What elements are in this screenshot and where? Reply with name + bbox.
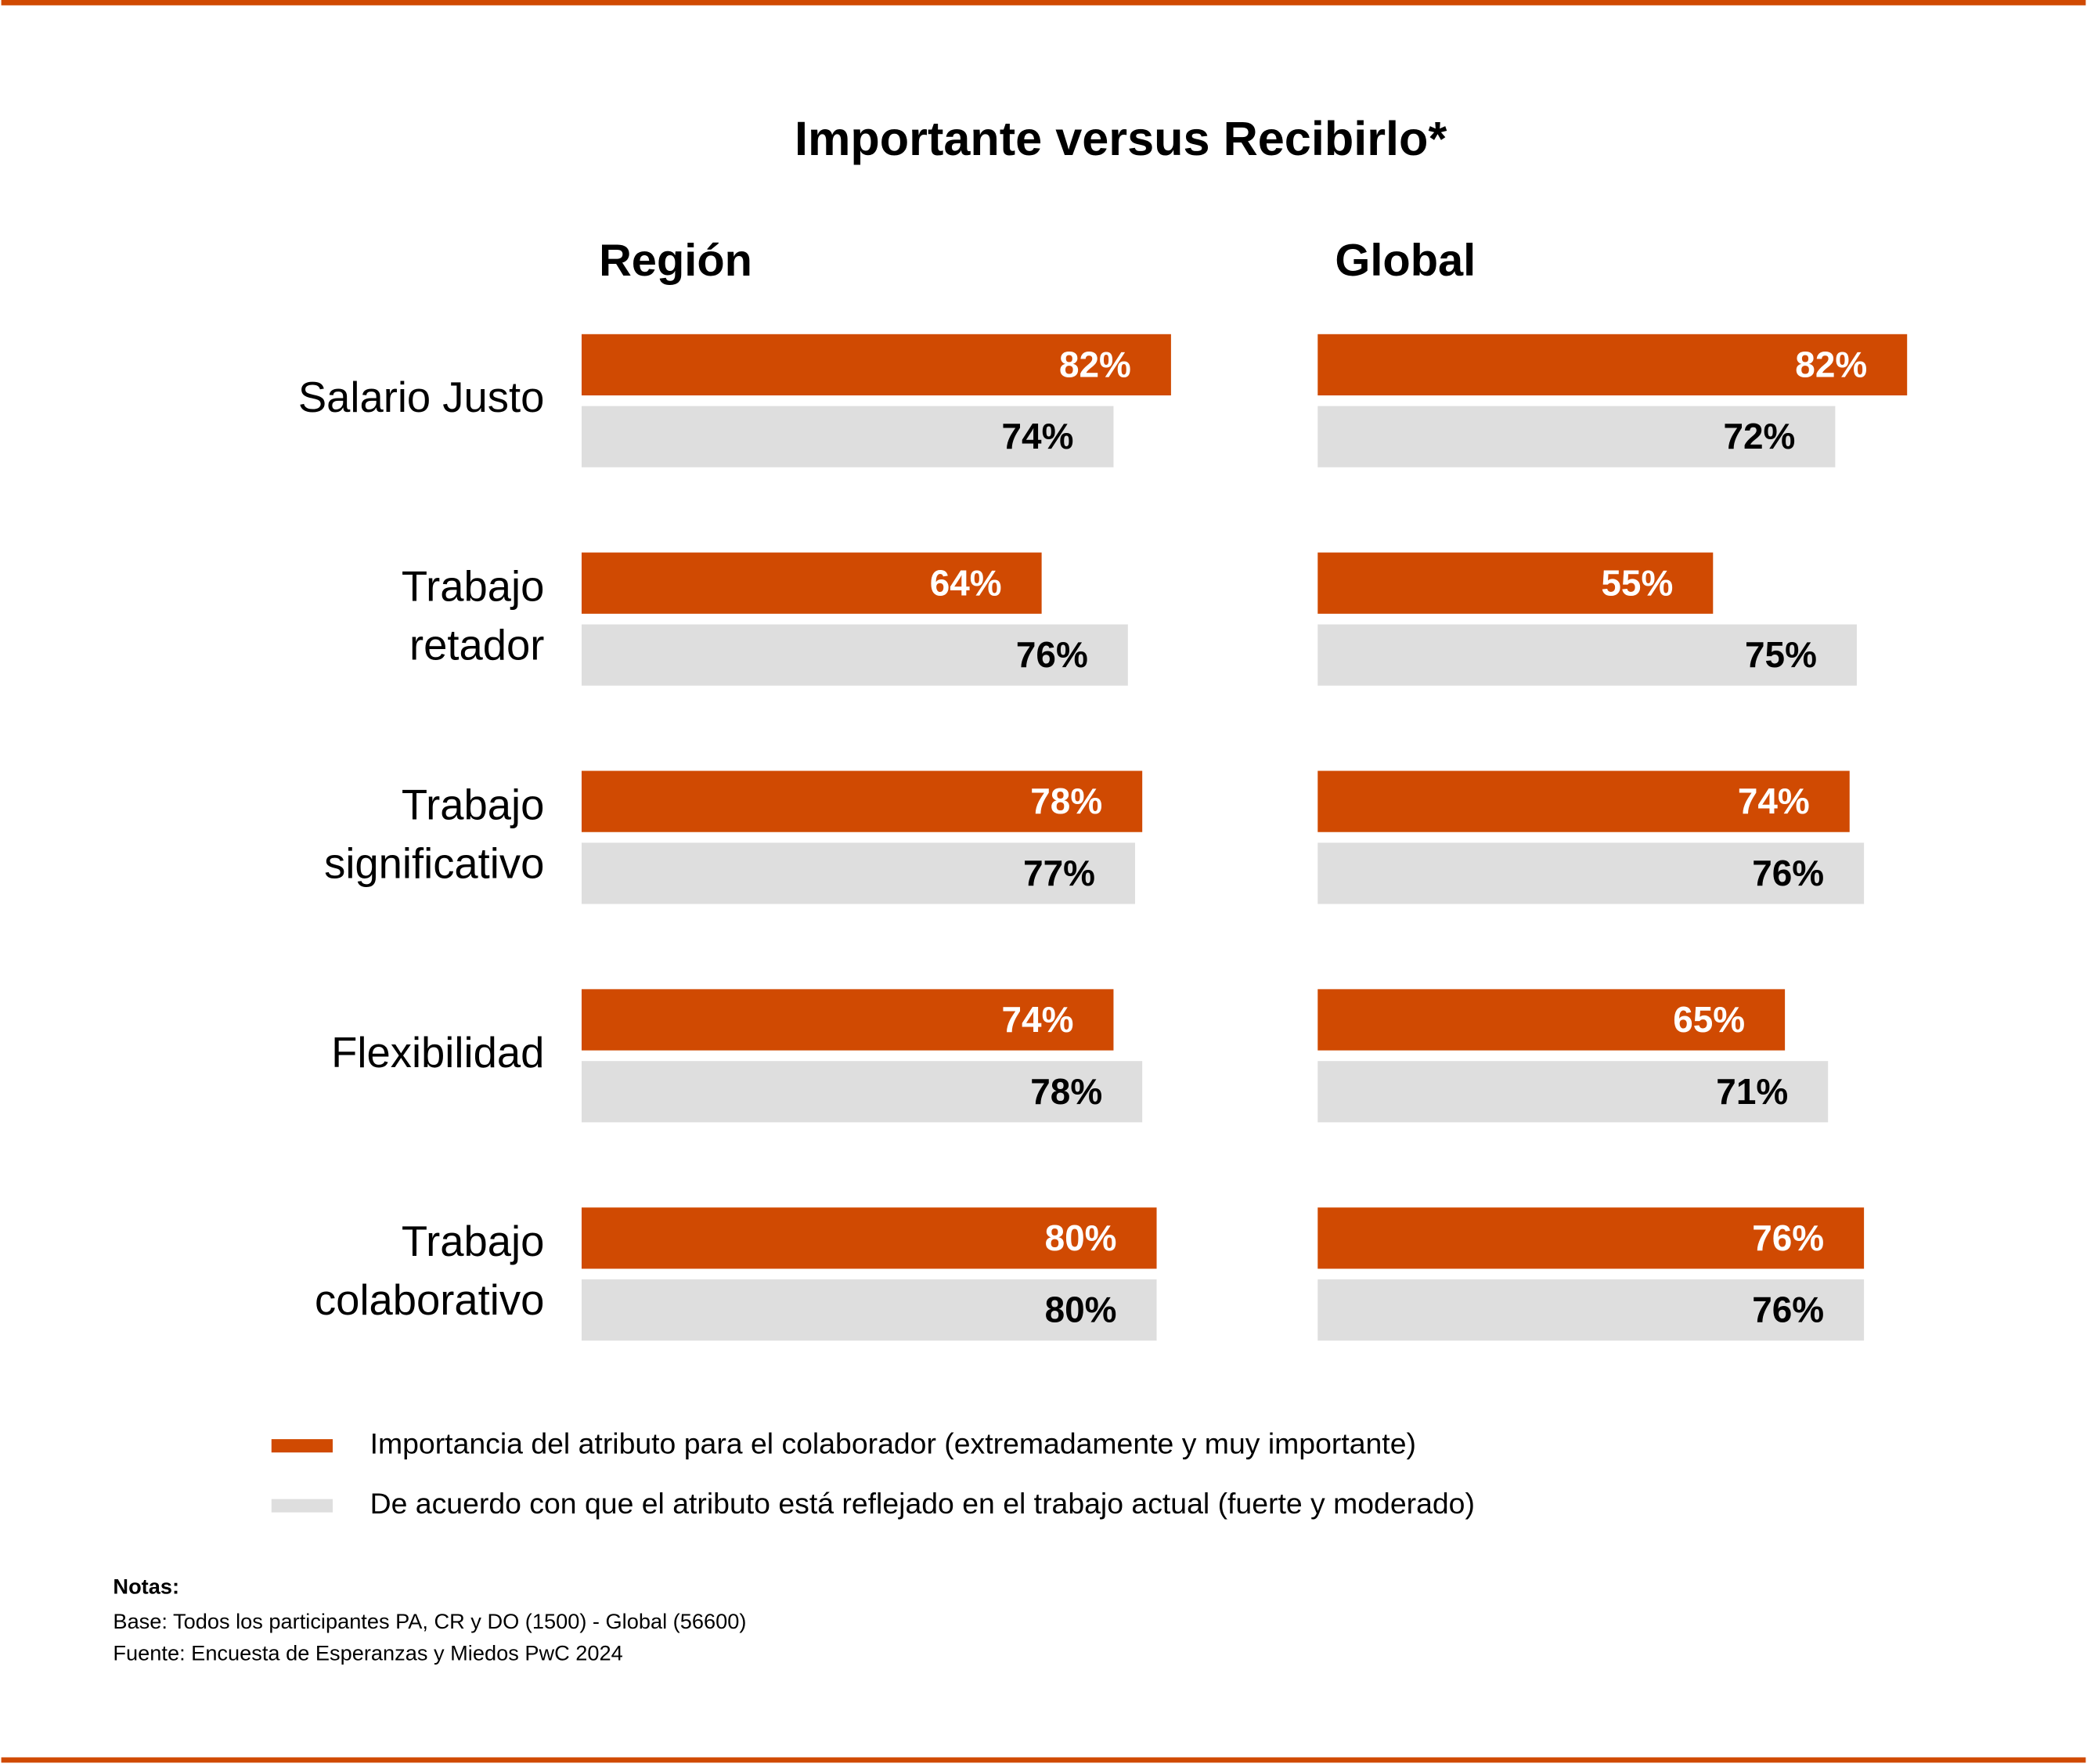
bar — [1317, 1061, 1829, 1123]
value-label: 64% — [930, 562, 1002, 603]
legend-swatch — [271, 1439, 333, 1453]
value-label: 76% — [1016, 634, 1088, 675]
category-label: Trabajo — [402, 563, 544, 611]
bar — [1317, 552, 1714, 614]
bar — [581, 1061, 1143, 1123]
bar — [581, 334, 1171, 396]
value-label: 71% — [1716, 1071, 1788, 1112]
category-label: Flexibilidad — [331, 1029, 544, 1077]
bar — [1317, 334, 1908, 396]
category-label: Trabajo — [402, 1217, 544, 1265]
category-label: retador — [409, 621, 544, 669]
legend-swatch — [271, 1499, 333, 1513]
value-label: 78% — [1030, 781, 1102, 821]
bar — [1317, 1279, 1865, 1341]
bar — [581, 406, 1114, 467]
bar — [1317, 624, 1857, 686]
bar — [1317, 989, 1786, 1051]
category-label: colaborativo — [315, 1276, 544, 1324]
bar — [581, 842, 1135, 904]
bar — [1317, 1207, 1865, 1269]
value-label: 76% — [1752, 1217, 1824, 1258]
note: Base: Todos los participantes PA, CR y D… — [113, 1609, 746, 1633]
bar — [581, 624, 1128, 686]
bar — [581, 1279, 1157, 1341]
category-label: Salario Justo — [298, 373, 545, 421]
value-label: 65% — [1673, 999, 1745, 1040]
value-label: 80% — [1045, 1290, 1117, 1330]
value-label: 76% — [1752, 853, 1824, 893]
panel-title: Global — [1335, 236, 1476, 286]
value-label: 80% — [1045, 1217, 1117, 1258]
value-label: 74% — [1738, 781, 1810, 821]
bar — [581, 770, 1143, 832]
value-label: 77% — [1023, 853, 1095, 893]
value-label: 78% — [1030, 1071, 1102, 1112]
value-label: 76% — [1752, 1290, 1824, 1330]
bar — [581, 989, 1114, 1051]
value-label: 55% — [1601, 562, 1673, 603]
note: Fuente: Encuesta de Esperanzas y Miedos … — [113, 1641, 622, 1665]
bar — [1317, 770, 1850, 832]
value-label: 75% — [1745, 634, 1817, 675]
value-label: 74% — [1002, 999, 1074, 1040]
value-label: 74% — [1002, 416, 1074, 456]
bottom-rule — [1, 1757, 2086, 1763]
legend-label: De acuerdo con que el atributo está refl… — [370, 1487, 1475, 1520]
legend-label: Importancia del atributo para el colabor… — [370, 1427, 1416, 1459]
value-label: 82% — [1059, 344, 1131, 384]
chart-title: Importante versus Recibirlo* — [795, 112, 1447, 165]
bar — [1317, 406, 1836, 467]
bar — [1317, 842, 1865, 904]
panel-title: Región — [599, 236, 752, 286]
value-label: 72% — [1723, 416, 1795, 456]
notes-heading: Notas: — [113, 1575, 179, 1599]
top-rule — [1, 0, 2086, 5]
category-label: significativo — [324, 839, 544, 887]
bar — [581, 1207, 1157, 1269]
value-label: 82% — [1795, 344, 1867, 384]
bar — [581, 552, 1042, 614]
category-label: Trabajo — [402, 781, 544, 829]
